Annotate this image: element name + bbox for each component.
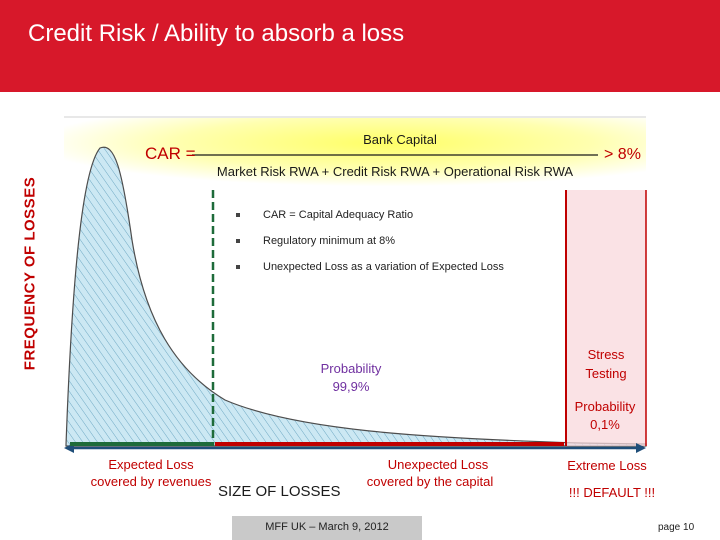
footer-bar: MFF UK – March 9, 2012	[232, 516, 422, 540]
stress-line2: Testing	[585, 366, 627, 381]
probability-01-line2: 0,1%	[590, 417, 620, 432]
formula-denominator: Market Risk RWA + Credit Risk RWA + Oper…	[216, 164, 574, 179]
page-number: page 10	[658, 522, 695, 533]
unexpected-loss-line2: covered by the capital	[366, 474, 494, 489]
expected-loss-label: Expected Loss covered by revenues	[66, 456, 236, 490]
default-label: !!! DEFAULT !!!	[568, 485, 656, 500]
x-axis-label: SIZE OF LOSSES	[218, 483, 341, 500]
y-axis-label: FREQUENCY OF LOSSES	[21, 176, 39, 371]
formula-numerator: Bank Capital	[363, 132, 437, 147]
probability-01-label: Probability 0,1%	[560, 398, 650, 434]
stress-testing-label: Stress Testing	[570, 345, 642, 383]
probability-01-line1: Probability	[574, 399, 636, 414]
bullet-list: CAR = Capital Adequacy Ratio Regulatory …	[232, 208, 504, 286]
stress-testing-zone	[566, 190, 646, 446]
extreme-loss-label: Extreme Loss	[567, 458, 647, 473]
bullet-item: CAR = Capital Adequacy Ratio	[232, 208, 504, 234]
footer-text: MFF UK – March 9, 2012	[265, 521, 389, 533]
header-bar: Credit Risk / Ability to absorb a loss	[0, 0, 720, 92]
probability-999-line1: Probability	[320, 361, 382, 376]
unexpected-loss-line1: Unexpected Loss	[387, 457, 489, 472]
probability-999-label: Probability 99,9%	[296, 360, 406, 396]
expected-loss-line1: Expected Loss	[108, 457, 194, 472]
formula-threshold: > 8%	[604, 146, 641, 163]
bullet-item: Unexpected Loss as a variation of Expect…	[232, 260, 504, 286]
probability-999-line2: 99,9%	[332, 379, 370, 394]
stress-line1: Stress	[587, 347, 625, 362]
unexpected-loss-label: Unexpected Loss covered by the capital	[350, 456, 510, 490]
loss-range-arrow-right-head	[636, 443, 646, 453]
car-label: CAR =	[145, 144, 196, 163]
loss-distribution-curve	[65, 146, 647, 447]
bullet-item: Regulatory minimum at 8%	[232, 234, 504, 260]
formula-highlight	[64, 118, 646, 190]
page-title: Credit Risk / Ability to absorb a loss	[28, 20, 405, 47]
expected-loss-line2: covered by revenues	[90, 474, 212, 489]
